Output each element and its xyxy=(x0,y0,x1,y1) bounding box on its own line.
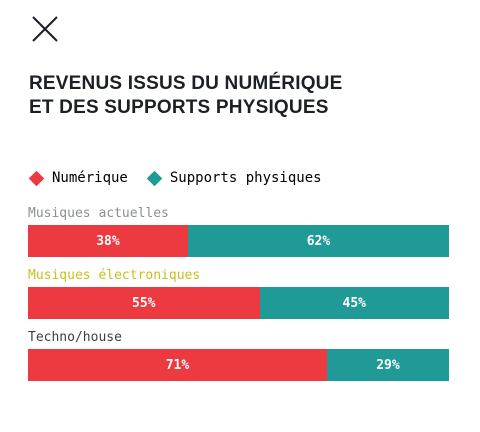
stacked-bar: 38% 62% xyxy=(28,225,449,257)
legend: Numérique Supports physiques xyxy=(28,168,340,188)
chart-title: REVENUS ISSUS DU NUMÉRIQUE ET DES SUPPOR… xyxy=(29,72,342,120)
close-icon[interactable] xyxy=(30,14,60,44)
bar-group-techno-house: Techno/house 71% 29% xyxy=(28,329,449,381)
chart-title-line-1: REVENUS ISSUS DU NUMÉRIQUE xyxy=(29,73,343,94)
legend-swatch-supports xyxy=(146,170,163,186)
stacked-bar: 71% 29% xyxy=(28,349,449,381)
bar-segment-numerique: 38% xyxy=(28,225,188,257)
data-label: 45% xyxy=(342,295,366,311)
chart-title-line-2: ET DES SUPPORTS PHYSIQUES xyxy=(29,97,329,118)
bar-segment-supports: 62% xyxy=(187,225,449,257)
bar-segment-supports: 45% xyxy=(259,287,449,319)
bar-group-musiques-actuelles: Musiques actuelles 38% 62% xyxy=(28,205,449,257)
data-label: 71% xyxy=(165,357,190,373)
legend-label-supports: Supports physiques xyxy=(169,170,322,186)
legend-item-numerique: Numérique xyxy=(28,170,128,186)
bar-segment-numerique: 55% xyxy=(28,287,260,319)
bar-group-musiques-electroniques: Musiques électroniques 55% 45% xyxy=(28,267,449,319)
data-label: 29% xyxy=(376,357,400,373)
category-label: Musiques électroniques xyxy=(28,268,201,283)
data-label: 55% xyxy=(132,295,156,311)
data-label: 38% xyxy=(96,233,120,249)
category-label: Musiques actuelles xyxy=(28,206,169,221)
category-label: Techno/house xyxy=(28,330,122,345)
data-label: 62% xyxy=(306,233,331,249)
legend-item-supports: Supports physiques xyxy=(146,170,322,186)
bar-segment-numerique: 71% xyxy=(28,349,327,381)
legend-label-numerique: Numérique xyxy=(52,170,128,186)
bar-segment-supports: 29% xyxy=(326,349,449,381)
legend-swatch-numerique xyxy=(28,170,45,186)
stacked-bar: 55% 45% xyxy=(28,287,449,319)
